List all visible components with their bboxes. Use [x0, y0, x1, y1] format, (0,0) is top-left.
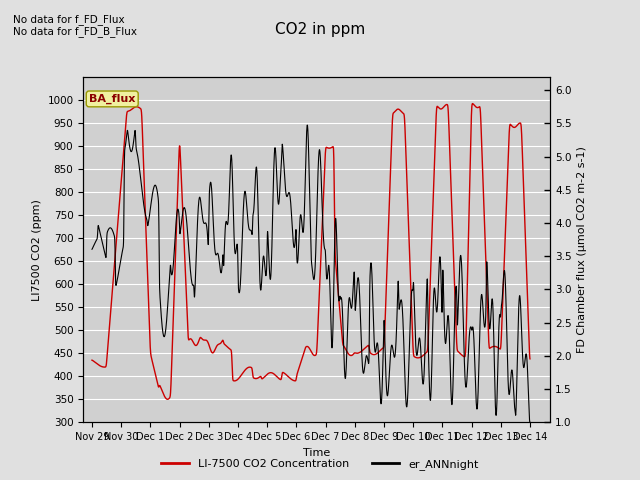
- Text: No data for f_FD_B_Flux: No data for f_FD_B_Flux: [13, 26, 137, 37]
- Y-axis label: LI7500 CO2 (ppm): LI7500 CO2 (ppm): [32, 199, 42, 300]
- Text: BA_flux: BA_flux: [89, 94, 136, 104]
- Text: CO2 in ppm: CO2 in ppm: [275, 22, 365, 36]
- Y-axis label: FD Chamber flux (μmol CO2 m-2 s-1): FD Chamber flux (μmol CO2 m-2 s-1): [577, 146, 588, 353]
- Legend: LI-7500 CO2 Concentration, er_ANNnight: LI-7500 CO2 Concentration, er_ANNnight: [157, 455, 483, 474]
- Text: No data for f_FD_Flux: No data for f_FD_Flux: [13, 14, 124, 25]
- X-axis label: Time: Time: [303, 448, 330, 457]
